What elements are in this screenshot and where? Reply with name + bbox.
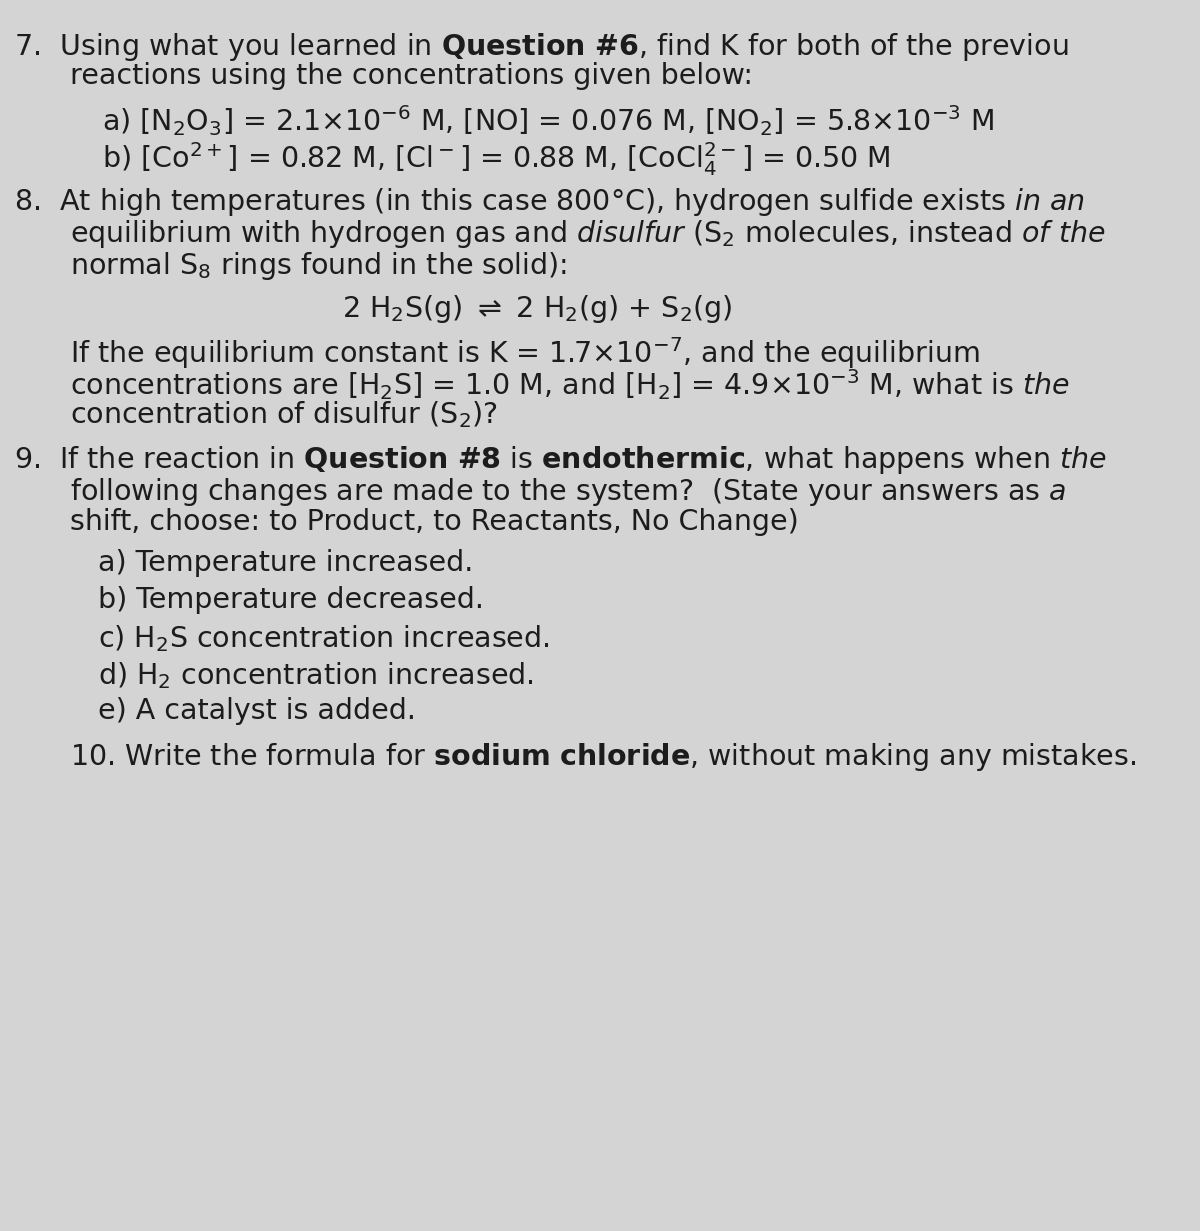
- Text: 10. Write the formula for $\mathbf{sodium\ chloride}$, without making any mistak: 10. Write the formula for $\mathbf{sodiu…: [70, 741, 1136, 773]
- Text: following changes are made to the system?  (State your answers as $\it{a}$: following changes are made to the system…: [70, 476, 1066, 508]
- Text: normal $\mathrm{S_8}$ rings found in the solid):: normal $\mathrm{S_8}$ rings found in the…: [70, 250, 566, 282]
- Text: 8.  At high temperatures (in this case 800°C), hydrogen sulfide exists $\it{in\ : 8. At high temperatures (in this case 80…: [14, 186, 1085, 218]
- Text: reactions using the concentrations given below:: reactions using the concentrations given…: [70, 62, 752, 90]
- Text: 9.  If the reaction in $\mathbf{Question\ \#8}$ is $\mathbf{endothermic}$, what : 9. If the reaction in $\mathbf{Question\…: [14, 444, 1108, 476]
- Text: concentration of disulfur ($\mathrm{S_2}$)?: concentration of disulfur ($\mathrm{S_2}…: [70, 399, 498, 430]
- Text: b) $[\mathrm{Co^{2+}}]$ = 0.82 M, $[\mathrm{Cl^-}]$ = 0.88 M, $[\mathrm{CoCl_4^{: b) $[\mathrm{Co^{2+}}]$ = 0.82 M, $[\mat…: [102, 140, 890, 178]
- Text: e) A catalyst is added.: e) A catalyst is added.: [98, 697, 416, 725]
- Text: a) $[\mathrm{N_2O_3}]$ = 2.1×10$^{-6}$ M, $[\mathrm{NO}]$ = 0.076 M, $[\mathrm{N: a) $[\mathrm{N_2O_3}]$ = 2.1×10$^{-6}$ M…: [102, 103, 994, 138]
- Text: b) Temperature decreased.: b) Temperature decreased.: [98, 586, 485, 614]
- Text: If the equilibrium constant is K = 1.7×10$^{-7}$, and the equilibrium: If the equilibrium constant is K = 1.7×1…: [70, 335, 979, 371]
- Text: equilibrium with hydrogen gas and $\it{disulfur}$ ($\mathrm{S_2}$ molecules, ins: equilibrium with hydrogen gas and $\it{d…: [70, 218, 1105, 250]
- Text: a) Temperature increased.: a) Temperature increased.: [98, 549, 474, 577]
- Text: c) $\mathrm{H_2S}$ concentration increased.: c) $\mathrm{H_2S}$ concentration increas…: [98, 623, 550, 654]
- Text: d) $\mathrm{H_2}$ concentration increased.: d) $\mathrm{H_2}$ concentration increase…: [98, 660, 534, 691]
- Text: 7.  Using what you learned in $\mathbf{Question\ \#6}$, find K for both of the p: 7. Using what you learned in $\mathbf{Qu…: [14, 31, 1069, 63]
- Text: shift, choose: to Product, to Reactants, No Change): shift, choose: to Product, to Reactants,…: [70, 508, 798, 537]
- Text: concentrations are $[\mathrm{H_2S}]$ = 1.0 M, and $[\mathrm{H_2}]$ = 4.9×10$^{-3: concentrations are $[\mathrm{H_2S}]$ = 1…: [70, 367, 1069, 401]
- Text: 2 $\mathrm{H_2S(g)}$ $\rightleftharpoons$ 2 $\mathrm{H_2(g)}$ + $\mathrm{S_2(g)}: 2 $\mathrm{H_2S(g)}$ $\rightleftharpoons…: [342, 293, 732, 325]
